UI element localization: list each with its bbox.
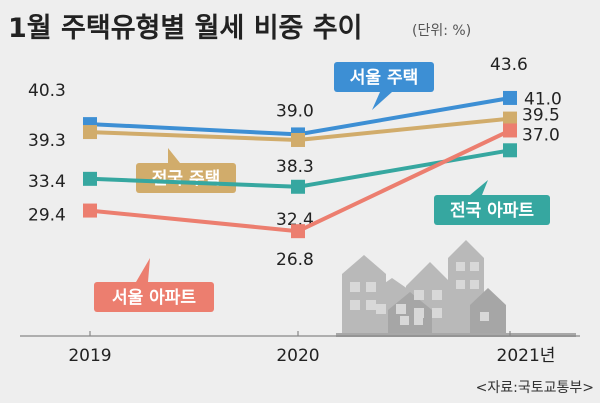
data-point-national-housing-1 <box>291 132 305 147</box>
data-point-national-housing-2 <box>503 111 517 126</box>
x-tick-label-0: 2019 <box>68 346 111 366</box>
series-label-box-national-apartment: 전국 아파트 <box>434 180 550 225</box>
unit-label: (단위: %) <box>412 23 471 39</box>
value-label-national-housing-2: 41.0 <box>524 90 562 110</box>
chart-title: 1월 주택유형별 월세 비중 추이 <box>8 13 362 44</box>
value-label-national-housing-0: 39.3 <box>28 131 66 151</box>
x-axis-labels: 2019 2020 2021년 <box>68 346 555 366</box>
data-point-national-apartment-2 <box>503 143 517 158</box>
value-label-seoul-housing-2: 43.6 <box>490 55 528 75</box>
value-label-seoul-housing-0: 40.3 <box>28 81 66 101</box>
series-name-seoul-housing: 서울 주택 <box>350 68 418 88</box>
series-label-box-national-housing: 전국 주택 <box>136 148 236 193</box>
buildings-illustration <box>336 240 576 337</box>
series-label-box-seoul-housing: 서울 주택 <box>334 62 434 110</box>
data-point-seoul-apartment-2 <box>503 123 517 138</box>
data-point-seoul-apartment-1 <box>291 224 305 239</box>
value-label-national-apartment-2: 37.0 <box>522 125 560 145</box>
data-point-seoul-apartment-0 <box>83 203 97 218</box>
value-label-seoul-housing-1: 39.0 <box>276 101 314 121</box>
series-name-seoul-apartment: 서울 아파트 <box>112 288 196 308</box>
data-point-national-apartment-1 <box>291 179 305 194</box>
value-label-national-housing-1: 38.3 <box>276 157 314 177</box>
series-name-national-housing: 전국 주택 <box>152 169 220 189</box>
data-point-national-apartment-0 <box>83 171 97 186</box>
data-point-national-housing-0 <box>83 125 97 140</box>
value-label-seoul-apartment-2: 39.5 <box>522 105 560 125</box>
series-seoul-housing: 40.3 39.0 43.6 서울 주택 <box>28 55 528 142</box>
x-tick-label-2: 2021년 <box>497 346 556 366</box>
series-seoul-apartment: 29.4 26.8 39.5 서울 아파트 <box>28 105 560 312</box>
value-label-seoul-apartment-1: 26.8 <box>276 250 314 270</box>
series-label-box-seoul-apartment: 서울 아파트 <box>94 258 214 312</box>
source-note: <자료:국토교통부> <box>476 380 594 396</box>
series-national-housing: 39.3 38.3 41.0 전국 주택 <box>28 90 562 193</box>
series-name-national-apartment: 전국 아파트 <box>450 201 534 221</box>
value-label-seoul-apartment-0: 29.4 <box>28 206 66 226</box>
data-point-seoul-housing-2 <box>503 90 517 105</box>
x-tick-label-1: 2020 <box>276 346 319 366</box>
value-label-national-apartment-0: 33.4 <box>28 172 66 192</box>
